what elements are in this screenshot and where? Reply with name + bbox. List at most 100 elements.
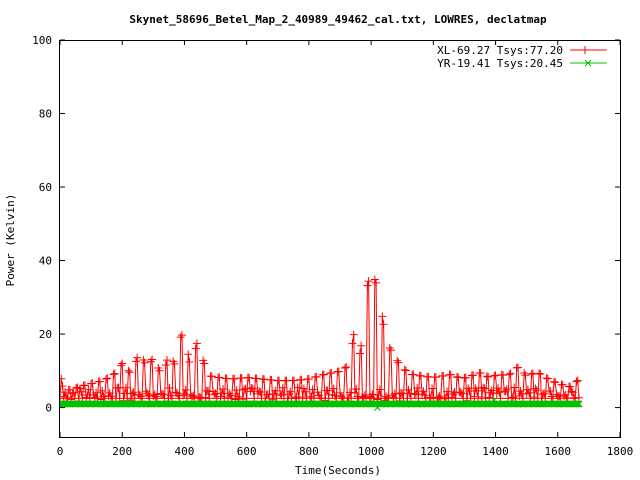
xl-point [482,372,491,381]
xl-point [568,388,577,397]
x-tick-label: 400 [175,445,195,458]
xl-point [312,372,321,381]
xl-point [551,378,560,387]
xl-point [118,359,127,368]
xl-point [469,371,478,380]
xl-point [431,373,440,382]
x-tick-label: 1200 [420,445,447,458]
xl-point [566,382,575,391]
xl-point [245,373,254,382]
xl-point [88,379,97,388]
xl-point [495,388,504,397]
xl-point [452,372,461,381]
xl-point [319,370,328,379]
xl-point [348,339,357,348]
xl-point [465,386,474,395]
y-tick-label: 100 [32,34,52,47]
xl-point [103,374,112,383]
x-axis-label: Time(Seconds) [295,464,381,477]
xl-point [289,376,298,385]
xl-point [247,384,256,393]
xl-point [225,389,234,398]
xl-point [260,375,269,384]
xl-point [479,383,488,392]
xl-point [428,384,437,393]
xl-point [387,346,396,355]
xl-point [201,393,210,402]
xl-point [98,386,107,395]
xl-point [485,393,494,402]
xl-point [105,388,114,397]
legend-entry-xl: XL-69.27 Tsys:77.20 [437,44,563,57]
xl-point [546,386,555,395]
xl-point [349,330,358,339]
x-tick-label: 1000 [358,445,385,458]
y-tick-label: 20 [39,328,52,341]
yr-outlier-point [373,404,381,411]
xl-point [357,341,366,350]
xl-point [457,389,466,398]
xl-point [454,373,463,382]
xl-point [256,388,265,397]
xl-point [531,384,540,393]
xl-point [379,320,388,329]
xl-point [109,370,118,379]
y-tick-label: 60 [39,181,52,194]
xl-point [72,384,81,393]
xl-point [446,370,455,379]
xl-point [410,389,419,398]
xl-point [84,385,93,394]
x-tick-label: 0 [57,445,64,458]
xl-point [191,344,200,353]
xl-point [114,383,123,392]
xl-point [527,370,536,379]
xl-point [419,387,428,396]
xl-point [216,392,225,401]
xl-point [340,363,349,372]
xl-point [146,357,155,366]
xl-point [521,371,530,380]
xl-point [217,389,226,398]
xl-point [525,388,534,397]
xl-point [233,392,242,401]
xl-point [200,359,209,368]
xl-point [163,356,172,365]
xl-point [252,374,261,383]
xl-point [345,388,354,397]
xl-point [155,366,164,375]
xl-point [394,358,403,367]
xl-point [443,387,452,396]
xl-point [297,375,306,384]
xl-point [476,369,485,378]
xl-point [401,366,410,375]
xl-point [271,386,280,395]
xl-point [120,389,129,398]
xl-point [102,375,111,384]
xl-point [95,377,104,386]
xl-point [530,393,539,402]
xl-point [502,385,511,394]
chart-title: Skynet_58696_Betel_Map_2_40989_49462_cal… [129,13,547,26]
xl-point [484,372,493,381]
yr-point [575,400,583,408]
x-tick-label: 800 [299,445,319,458]
xl-point [449,390,458,399]
yr-point [572,400,580,408]
xl-point [267,375,276,384]
xl-point [372,278,381,287]
xl-point [62,392,71,401]
xl-point [542,374,551,383]
x-tick-label: 1600 [545,445,572,458]
xl-point [477,393,486,402]
xl-point [363,281,372,290]
xl-point [510,383,519,392]
legend: XL-69.27 Tsys:77.20 YR-19.41 Tsys:20.45 [437,44,607,70]
xl-point [334,367,343,376]
xl-point [456,388,465,397]
yr-point [574,400,582,408]
xl-point [151,392,160,401]
xl-point [180,389,189,398]
xl-point [396,388,405,397]
series-yr-marks [59,396,583,411]
xl-point [327,369,336,378]
